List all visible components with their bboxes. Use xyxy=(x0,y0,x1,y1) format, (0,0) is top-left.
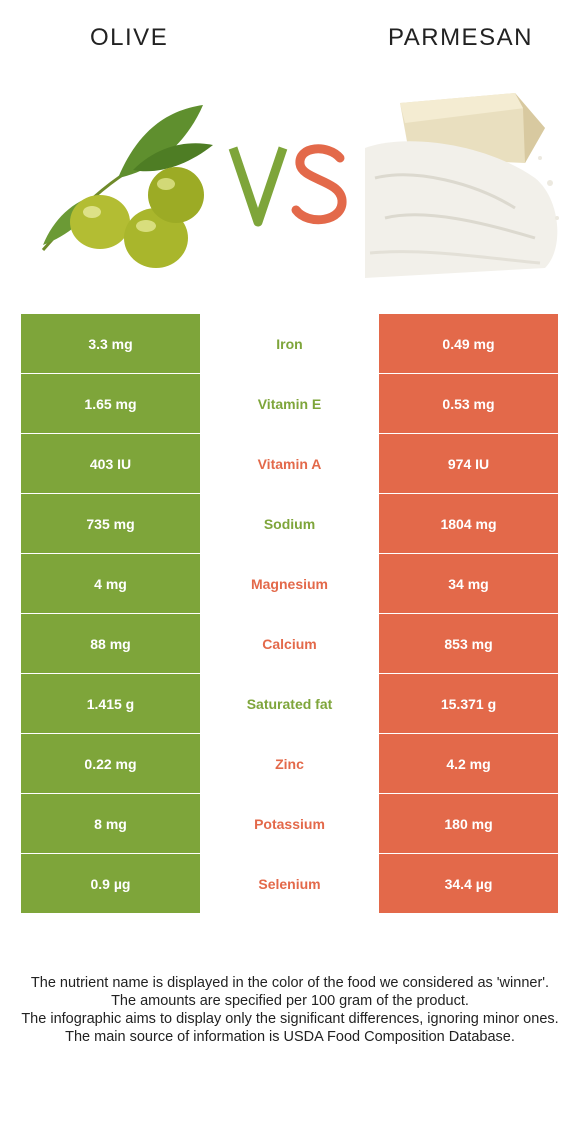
nutrient-name: Saturated fat xyxy=(200,673,379,734)
table-row: 8 mg Potassium 180 mg xyxy=(21,793,558,854)
nutrient-name: Potassium xyxy=(200,793,379,854)
parmesan-value: 0.53 mg xyxy=(379,373,558,434)
olive-value: 0.9 µg xyxy=(21,853,200,914)
parmesan-value: 15.371 g xyxy=(379,673,558,734)
nutrient-name: Iron xyxy=(200,314,379,374)
olive-value: 3.3 mg xyxy=(21,314,200,374)
footnotes: The nutrient name is displayed in the co… xyxy=(15,974,565,1046)
nutrient-name: Vitamin E xyxy=(200,373,379,434)
comparison-table: 3.3 mg Iron 0.49 mg 1.65 mg Vitamin E 0.53 mg… xyxy=(21,314,558,914)
nutrient-name: Magnesium xyxy=(200,553,379,614)
olive-value: 403 IU xyxy=(21,433,200,494)
olive-value: 1.415 g xyxy=(21,673,200,734)
table-row: 0.9 µg Selenium 34.4 µg xyxy=(21,853,558,914)
parmesan-value: 853 mg xyxy=(379,613,558,674)
nutrient-name: Zinc xyxy=(200,733,379,794)
parmesan-value: 1804 mg xyxy=(379,493,558,554)
nutrient-name: Calcium xyxy=(200,613,379,674)
parmesan-image xyxy=(365,93,559,278)
parmesan-value: 34 mg xyxy=(379,553,558,614)
nutrient-name: Sodium xyxy=(200,493,379,554)
table-row: 0.22 mg Zinc 4.2 mg xyxy=(21,733,558,794)
olive-image xyxy=(41,105,213,268)
parmesan-value: 4.2 mg xyxy=(379,733,558,794)
olive-value: 8 mg xyxy=(21,793,200,854)
parmesan-value: 0.49 mg xyxy=(379,314,558,374)
nutrient-name: Selenium xyxy=(200,853,379,914)
table-row: 403 IU Vitamin A 974 IU xyxy=(21,433,558,494)
olive-value: 88 mg xyxy=(21,613,200,674)
note-differences: The infographic aims to display only the… xyxy=(21,1011,559,1027)
parmesan-title: PARMESAN xyxy=(388,24,533,51)
olive-value: 4 mg xyxy=(21,553,200,614)
note-source: The main source of information is USDA F… xyxy=(65,1029,515,1045)
table-row: 4 mg Magnesium 34 mg xyxy=(21,553,558,614)
table-row: 1.415 g Saturated fat 15.371 g xyxy=(21,673,558,734)
vs-icon xyxy=(228,144,347,227)
table-row: 3.3 mg Iron 0.49 mg xyxy=(21,314,558,374)
table-row: 735 mg Sodium 1804 mg xyxy=(21,493,558,554)
olive-value: 1.65 mg xyxy=(21,373,200,434)
note-winner: The nutrient name is displayed in the co… xyxy=(30,975,550,991)
olive-value: 735 mg xyxy=(21,493,200,554)
olive-title: OLIVE xyxy=(90,24,169,51)
olive-value: 0.22 mg xyxy=(21,733,200,794)
nutrient-name: Vitamin A xyxy=(200,433,379,494)
table-row: 1.65 mg Vitamin E 0.53 mg xyxy=(21,373,558,434)
parmesan-value: 974 IU xyxy=(379,433,558,494)
parmesan-value: 180 mg xyxy=(379,793,558,854)
note-amounts: The amounts are specified per 100 gram o… xyxy=(111,993,469,1009)
parmesan-value: 34.4 µg xyxy=(379,853,558,914)
table-row: 88 mg Calcium 853 mg xyxy=(21,613,558,674)
